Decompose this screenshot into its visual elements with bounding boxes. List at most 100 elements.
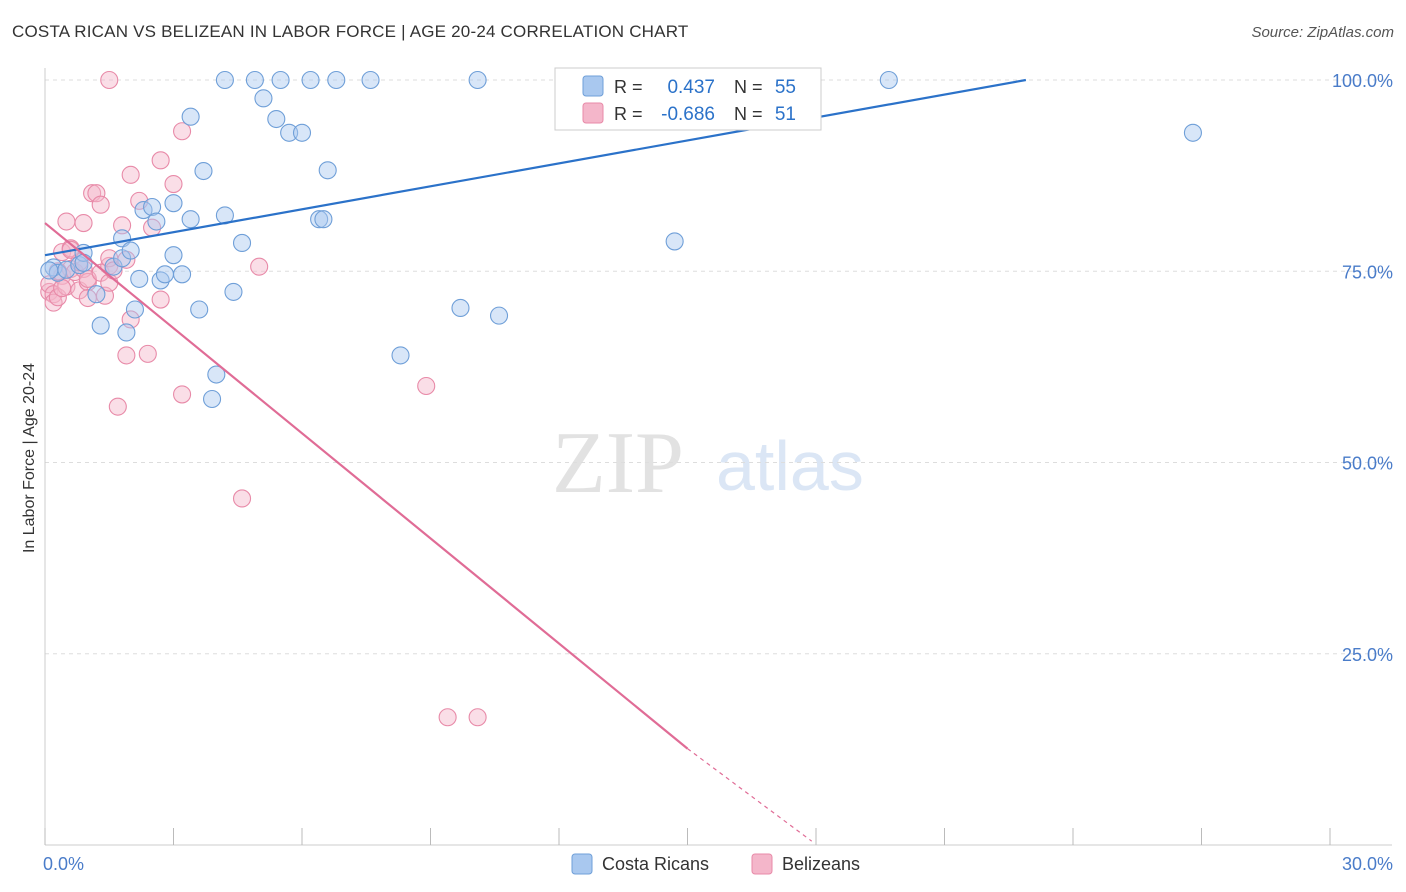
costa-rican-point [232,233,252,252]
belizean-point [232,489,252,508]
costa-rican-point [155,265,174,284]
costa-rican-point [292,123,312,142]
costa-rican-point [489,306,509,325]
legend-swatch-pink [582,102,604,124]
costa-rican-point [314,210,333,229]
axes [44,68,1392,846]
costa-rican-point [207,365,226,384]
belizean-point [151,151,170,170]
costa-rican-point [164,246,183,265]
belizean-point [417,376,436,396]
legend-n-value-1: 55 [775,77,796,98]
costa-rican-point [327,70,346,90]
costa-rican-point [147,212,166,231]
belizean-point [151,290,170,309]
costa-rican-point [190,300,209,319]
costa-rican-point [391,346,410,365]
costa-rican-point [40,261,59,280]
watermark-zip: ZIP [552,415,684,512]
legend-n-value-2: 51 [775,104,796,125]
costa-rican-point [173,265,192,284]
gridlines [45,79,1392,655]
belizean-point [87,184,106,203]
belizean-point [164,174,183,194]
belizean-point [113,216,132,235]
costa-rican-point [164,194,183,213]
y-axis-label: In Labor Force | Age 20-24 [21,363,38,553]
legend-r-label-1: R = [614,77,643,97]
y-tick-label: 75.0% [1342,262,1393,282]
costa-rican-point [665,232,684,251]
costa-rican-point [879,70,898,90]
belizeans-trend-line [44,222,689,750]
costa-rican-point [245,70,264,90]
x-tick-label-min: 0.0% [43,854,84,874]
belizean-point [173,385,192,404]
costa-rican-point [117,323,136,342]
belizean-point [91,195,110,214]
costa-rican-point [271,70,290,90]
y-tick-label: 50.0% [1342,454,1393,474]
belizean-point [78,288,97,308]
belizean-point [121,165,140,184]
costa-rican-point [1183,123,1202,142]
watermark-atlas: atlas [716,427,864,505]
costa-rican-point [361,70,380,90]
belizean-point [57,212,76,231]
stats-legend: R = 0.437 N = 55 R = -0.686 N = 51 [554,67,822,131]
legend-n-label-2: N = [734,104,763,124]
costa-rican-point [181,107,200,126]
belizean-point [74,214,93,233]
legend-bottom-costa-ricans: Costa Ricans [602,854,709,874]
belizean-point [100,70,119,90]
legend-bottom-belizeans: Belizeans [782,854,860,874]
costa-rican-point [143,197,162,217]
belizean-point [108,397,127,416]
belizean-point [173,122,192,141]
belizean-point [53,279,72,298]
trend-lines [44,78,1027,842]
belizeans-trend-extension [687,748,813,842]
belizean-point [250,257,269,276]
costa-rican-point [215,70,234,90]
costa-ricans-trend-line [44,78,1027,257]
belizean-point [138,344,157,363]
costa-rican-point [87,285,106,304]
costa-rican-point [301,70,320,90]
x-tick-labels: 0.0% 30.0% [43,854,1393,874]
costa-rican-point [74,253,93,272]
costa-rican-point [280,123,299,142]
chart-title: COSTA RICAN VS BELIZEAN IN LABOR FORCE |… [12,22,689,41]
costa-rican-point [194,161,213,181]
belizean-point [117,346,136,365]
costa-rican-point [125,300,144,319]
source-credit: Source: ZipAtlas.com [1251,24,1394,41]
y-tick-label: 25.0% [1342,645,1393,665]
y-tick-label: 100.0% [1332,71,1393,91]
belizean-point [438,708,457,727]
costa-rican-point [318,161,337,180]
legend-n-label-1: N = [734,77,763,97]
legend-r-label-2: R = [614,104,643,124]
legend-r-value-1: 0.437 [667,77,715,98]
costa-rican-point [468,70,487,90]
belizeans-points [40,70,487,727]
legend-swatch-blue [582,75,604,97]
legend-bottom-swatch-pink [751,853,773,875]
costa-rican-point [267,109,286,129]
costa-rican-point [451,298,470,318]
costa-rican-point [254,89,273,108]
costa-rican-point [224,282,243,301]
costa-rican-point [121,241,140,260]
legend-bottom-swatch-blue [571,853,593,875]
costa-rican-point [130,269,149,288]
series-legend: Costa Ricans Belizeans [571,853,860,875]
costa-rican-point [181,210,200,229]
y-tick-labels: 25.0% 50.0% 75.0% 100.0% [1332,71,1393,665]
legend-r-value-2: -0.686 [661,104,715,125]
costa-rican-point [91,316,110,335]
x-tick-label-max: 30.0% [1342,854,1393,874]
belizean-point [468,708,487,727]
costa-rican-point [310,210,329,229]
